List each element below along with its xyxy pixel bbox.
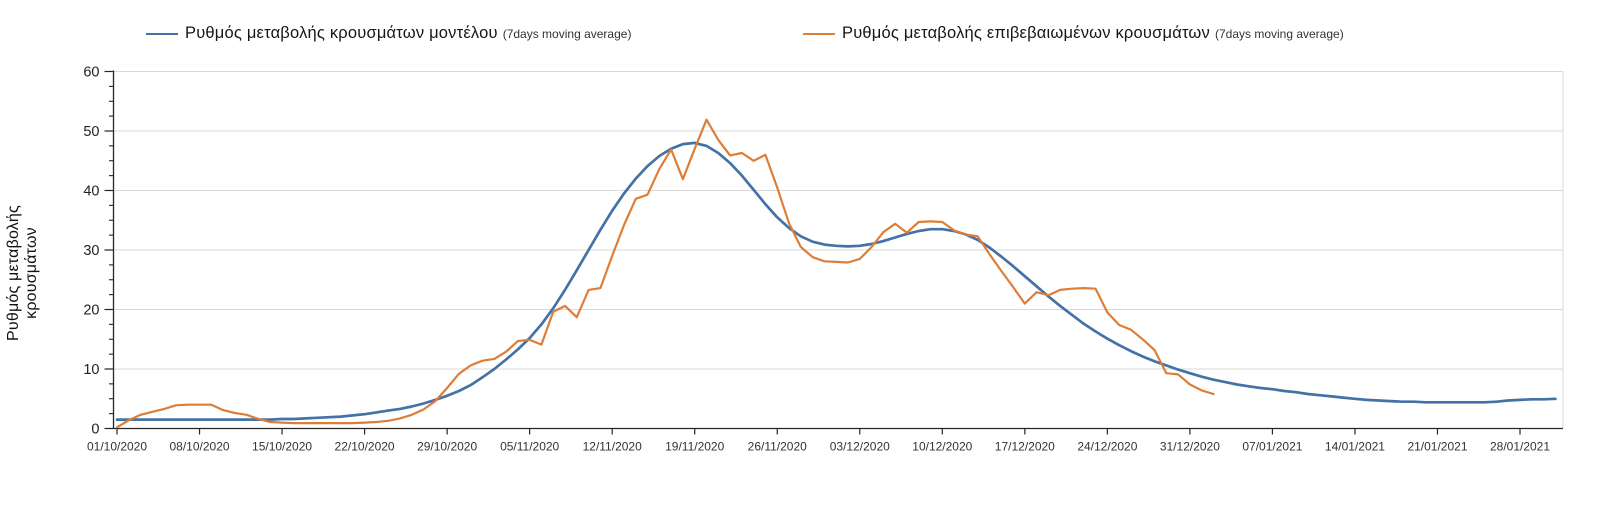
x-tick-label: 01/10/2020	[87, 440, 147, 454]
legend-label-model: Ρυθμός μεταβολής κρουσμάτων μοντέλου	[185, 24, 498, 42]
y-tick-label: 60	[83, 65, 99, 81]
y-axis-title: Ρυθμός μεταβολής κρουσμάτων	[5, 205, 40, 341]
x-tick-label: 05/11/2020	[500, 440, 559, 454]
x-tick-label: 24/12/2020	[1077, 440, 1137, 454]
legend-label-model-suffix: (7days moving average)	[502, 26, 632, 41]
y-tick-label: 50	[83, 124, 99, 140]
series-line-model	[115, 141, 1557, 421]
x-tick-label: 07/01/2021	[1242, 440, 1302, 454]
legend-line-confirmed-icon	[803, 32, 835, 35]
x-tick-label: 28/01/2021	[1490, 440, 1550, 454]
series-line-confirmed	[115, 118, 1215, 429]
x-tick-label: 21/01/2021	[1407, 440, 1467, 454]
x-tick-label: 29/10/2020	[417, 440, 477, 454]
x-tick-label: 08/10/2020	[169, 440, 229, 454]
x-tick-label: 14/01/2021	[1325, 440, 1385, 454]
legend-entry-model: Ρυθμός μεταβολής κρουσμάτων μοντέλου (7d…	[146, 24, 631, 43]
y-tick-label: 20	[83, 303, 99, 319]
x-tick-label: 26/11/2020	[748, 440, 807, 454]
legend-label-confirmed: Ρυθμός μεταβολής επιβεβαιωμένων κρουσμάτ…	[842, 24, 1210, 42]
x-tick-label: 22/10/2020	[335, 440, 395, 454]
x-tick-label: 15/10/2020	[252, 440, 312, 454]
x-tick-label: 12/11/2020	[583, 440, 642, 454]
y-tick-label: 30	[83, 243, 99, 259]
x-tick-label: 03/12/2020	[830, 440, 890, 454]
x-tick-label: 19/11/2020	[665, 440, 724, 454]
legend-label-confirmed-suffix: (7days moving average)	[1214, 26, 1344, 41]
legend-entry-confirmed: Ρυθμός μεταβολής επιβεβαιωμένων κρουσμάτ…	[803, 24, 1344, 43]
legend-line-model-icon	[146, 32, 178, 35]
x-tick-label: 31/12/2020	[1160, 440, 1220, 454]
y-tick-label: 0	[91, 422, 99, 438]
x-tick-label: 10/12/2020	[912, 440, 972, 454]
x-tick-label: 17/12/2020	[995, 440, 1055, 454]
y-tick-label: 40	[83, 184, 99, 200]
y-tick-label: 10	[83, 362, 99, 378]
